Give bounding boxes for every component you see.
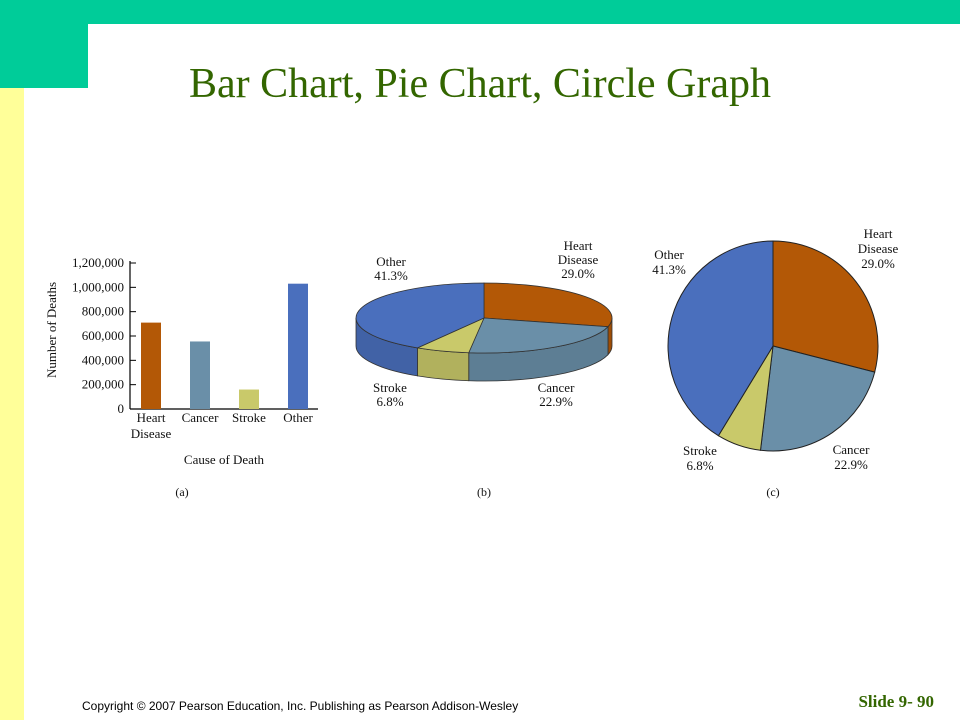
bar-category-label-2-line-1: Cancer	[182, 410, 219, 425]
bar-category-label-1-line-2: Disease	[131, 426, 172, 441]
pie3d-label-cancer-line-2: 22.9%	[539, 394, 573, 409]
slide-number: Slide 9- 90	[858, 692, 934, 711]
bar-other	[288, 283, 308, 409]
slide-title-text: Bar Chart, Pie Chart, Circle Graph	[188, 61, 771, 107]
bar-x-axis-label: Cause of Death	[184, 452, 265, 467]
pie-slice-heart-disease	[772, 240, 879, 373]
pie-label-other-line-2: 41.3%	[652, 262, 686, 277]
bar-y-tick-label: 400,000	[82, 352, 124, 367]
pie3d-label-stroke-line-1: Stroke	[373, 380, 407, 395]
pie3d-label-heart-disease-line-2: Disease	[558, 252, 599, 267]
pie-label-heart-disease-line-3: 29.0%	[861, 256, 895, 271]
bar-cancer	[190, 341, 210, 409]
bar-category-label-3-line-1: Stroke	[232, 410, 266, 425]
pie3d-label-heart-disease-line-3: 29.0%	[561, 266, 595, 281]
bar-stroke	[239, 389, 259, 409]
bar-y-tick-label: 200,000	[82, 377, 124, 392]
pie-label-cancer-line-1: Cancer	[833, 442, 870, 457]
bar-y-tick-label: 800,000	[82, 304, 124, 319]
pie-slice-cancer	[759, 345, 876, 452]
bar-y-axis-label: Number of Deaths	[44, 282, 59, 378]
pie-label-heart-disease-line-1: Heart	[864, 226, 893, 241]
bar-heart-disease	[141, 322, 161, 409]
pie-label-heart-disease-line-2: Disease	[858, 241, 899, 256]
panel-label-b: (b)	[477, 485, 491, 499]
pie3d-label-other-line-2: 41.3%	[374, 268, 408, 283]
bar-category-label-4-line-1: Other	[283, 410, 313, 425]
panel-label-a: (a)	[175, 485, 188, 499]
pie3d-slice-cancer	[468, 317, 609, 354]
bar-y-tick-label: 0	[118, 401, 125, 416]
copyright-footer: Copyright © 2007 Pearson Education, Inc.…	[82, 699, 519, 713]
corner-accent-block	[0, 0, 88, 88]
pie-label-other-line-1: Other	[654, 247, 684, 262]
top-accent-band	[0, 0, 960, 24]
pie-slice-other	[667, 240, 774, 437]
bar-y-tick-label: 1,000,000	[72, 279, 124, 294]
side-accent-strip	[0, 0, 24, 720]
pie3d-label-heart-disease-line-1: Heart	[564, 238, 593, 253]
bar-y-tick-label: 600,000	[82, 328, 124, 343]
pie3d-slice-other	[355, 282, 485, 349]
pie-label-stroke-line-2: 6.8%	[686, 458, 713, 473]
pie-label-cancer-line-2: 22.9%	[834, 457, 868, 472]
pie3d-label-other-line-1: Other	[376, 254, 406, 269]
pie-label-stroke-line-1: Stroke	[683, 443, 717, 458]
panel-label-c: (c)	[766, 485, 779, 499]
bar-y-tick-label: 1,200,000	[72, 255, 124, 270]
bar-category-label-1-line-1: Heart	[137, 410, 166, 425]
pie3d-slice-heart-disease	[483, 282, 613, 328]
pie3d-label-cancer-line-1: Cancer	[538, 380, 575, 395]
slide-title: Bar Chart, Pie Chart, Circle Graph	[0, 60, 960, 108]
pie3d-label-stroke-line-2: 6.8%	[376, 394, 403, 409]
